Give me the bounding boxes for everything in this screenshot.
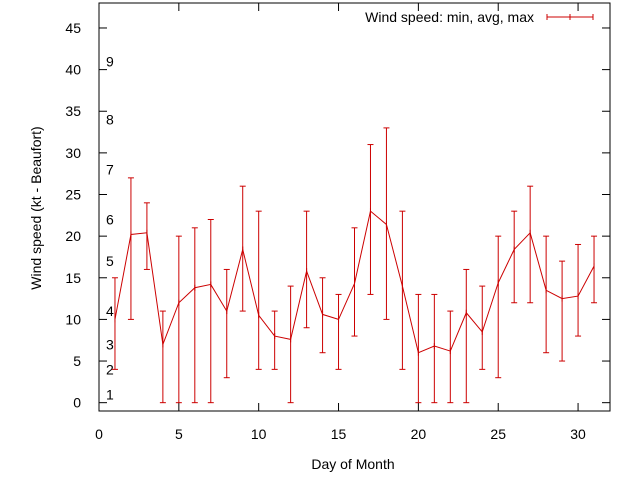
error-bar: [591, 235, 598, 304]
y-tick-label: 35: [65, 103, 81, 119]
error-bar: [111, 277, 118, 370]
y-tick-label: 45: [65, 20, 81, 36]
error-bar: [463, 268, 470, 404]
error-bar: [335, 293, 342, 370]
error-bar: [255, 210, 262, 370]
y-tick-label: 30: [65, 145, 81, 161]
error-bar: [159, 310, 166, 404]
beaufort-label: 6: [106, 211, 114, 227]
error-bar: [367, 144, 374, 295]
beaufort-label: 7: [106, 162, 114, 178]
x-tick-label: 0: [95, 426, 103, 442]
error-bar: [575, 243, 582, 337]
y-tick-label: 40: [65, 62, 81, 78]
beaufort-label: 9: [106, 53, 114, 69]
error-bar: [527, 185, 534, 304]
beaufort-label: 8: [106, 112, 114, 128]
error-bar: [543, 235, 550, 354]
error-bar: [175, 235, 182, 404]
data-layer: [111, 127, 598, 404]
y-tick-label: 0: [73, 395, 81, 411]
beaufort-label: 5: [106, 253, 114, 269]
y-tick-label: 25: [65, 187, 81, 203]
error-bar: [399, 210, 406, 370]
plot-border: [98, 2, 611, 412]
x-tick-label: 20: [411, 426, 427, 442]
beaufort-label: 2: [106, 361, 114, 377]
legend: Wind speed: min, avg, max: [365, 9, 594, 25]
y-tick-label: 20: [65, 228, 81, 244]
x-tick-label: 5: [175, 426, 183, 442]
error-bar: [207, 218, 214, 404]
x-tick-label: 10: [251, 426, 267, 442]
legend-label: Wind speed: min, avg, max: [365, 9, 534, 25]
error-bar: [511, 210, 518, 304]
error-bar: [415, 293, 422, 404]
error-bar: [479, 285, 486, 370]
y-tick-label: 10: [65, 311, 81, 327]
y-axis-title: Wind speed (kt - Beaufort): [28, 126, 44, 289]
beaufort-label: 1: [106, 386, 114, 402]
x-axis-title: Day of Month: [311, 456, 394, 472]
error-bar: [191, 227, 198, 404]
error-bar: [271, 310, 278, 370]
y-tick-label: 15: [65, 270, 81, 286]
beaufort-label: 3: [106, 336, 114, 352]
y-tick-label: 5: [73, 353, 81, 369]
x-tick-label: 30: [570, 426, 586, 442]
beaufort-label: 4: [106, 303, 114, 319]
error-bar: [223, 268, 230, 379]
error-bar: [287, 285, 294, 404]
error-bar: [127, 177, 134, 320]
x-tick-label: 15: [331, 426, 347, 442]
x-tick-label: 25: [490, 426, 506, 442]
error-bar: [495, 235, 502, 379]
beaufort-scale: 1 2 3 4 5 6 7 8 9: [106, 53, 114, 402]
error-bar: [559, 260, 566, 362]
error-bar: [447, 310, 454, 404]
